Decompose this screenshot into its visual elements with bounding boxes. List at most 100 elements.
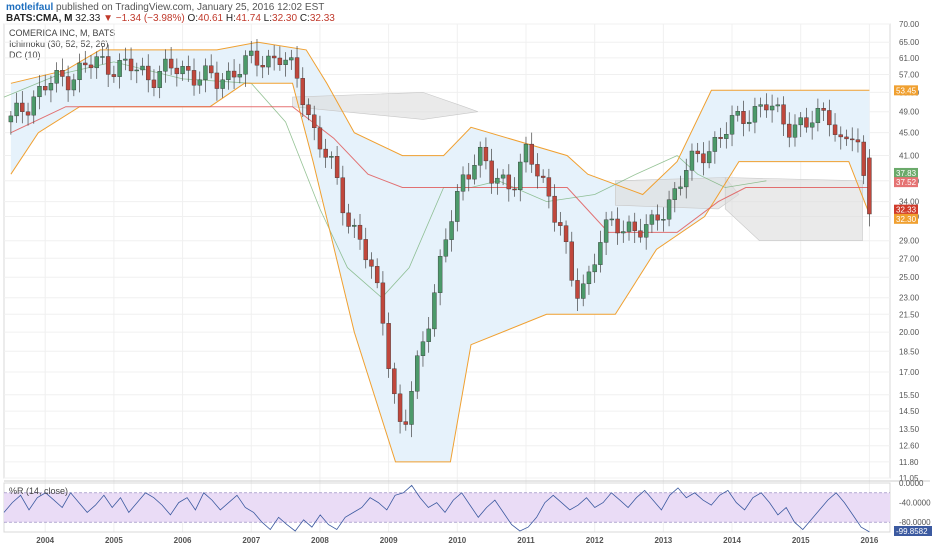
candle-body <box>512 188 517 191</box>
candle-body <box>552 195 557 223</box>
candle-body <box>804 117 809 128</box>
candle-body <box>815 107 821 124</box>
quote-line: BATS:CMA, M 32.33 ▼ −1.34 (−3.98%) O:40.… <box>6 13 335 25</box>
candle-body <box>231 70 237 78</box>
candle-body <box>643 224 649 238</box>
time-axis: 2004 2005 2006 2007 2008 2009 2010 2011 2012 2013… <box>36 536 879 545</box>
price-badge <box>894 85 918 96</box>
candle-body <box>403 421 408 425</box>
time-tick-label: 2005 <box>105 536 123 545</box>
candle-body <box>523 143 529 163</box>
candle-body <box>546 177 552 197</box>
candle-body <box>380 282 386 324</box>
price-tick-label: 45.00 <box>899 129 920 138</box>
candle-body <box>146 65 151 81</box>
candle-body <box>323 148 328 158</box>
candle-body <box>437 256 443 293</box>
candle-body <box>518 161 523 191</box>
candle-body <box>260 65 265 68</box>
time-tick-label: 2008 <box>311 536 329 545</box>
candle-body <box>14 102 19 117</box>
change-value: ▼ −1.34 (−3.98%) <box>103 13 185 24</box>
kijun-line <box>10 106 870 233</box>
last-price: 32.33 <box>75 13 101 24</box>
candle-body <box>254 50 260 66</box>
price-tick-label: 21.50 <box>899 310 920 319</box>
candle-body <box>329 156 334 158</box>
candle-body <box>672 188 677 200</box>
candle-body <box>71 79 77 91</box>
candle-body <box>157 71 162 88</box>
candle-body <box>392 368 397 395</box>
candle-body <box>735 111 740 116</box>
high-label: H: <box>225 13 236 24</box>
candle-body <box>174 67 180 75</box>
candle-body <box>277 57 283 65</box>
candle-body <box>500 174 506 179</box>
wpr-line <box>3 484 870 533</box>
author-link[interactable]: motleifaul <box>6 2 54 13</box>
candle-body <box>334 156 340 178</box>
candle-body <box>340 177 346 214</box>
candle-body <box>123 58 128 61</box>
ichimoku-cloud-segment <box>724 177 863 241</box>
legend-ichimoku[interactable]: Ichimoku (30, 52, 52, 26) <box>9 39 109 49</box>
candle-body <box>111 74 117 77</box>
candle-body <box>781 104 786 125</box>
low-value: 32.30 <box>272 13 298 24</box>
candle-body <box>483 146 489 162</box>
time-tick-label: 2014 <box>723 536 741 545</box>
time-tick-label: 2011 <box>517 536 535 545</box>
price-tick-label: 27.00 <box>899 254 920 263</box>
candle-body <box>369 259 374 267</box>
time-tick-label: 2007 <box>242 536 260 545</box>
candle-body <box>163 58 168 72</box>
candle-body <box>203 65 208 81</box>
candle-body <box>449 221 454 240</box>
candle-body <box>208 65 214 74</box>
candle-body <box>855 139 861 143</box>
candle-body <box>100 56 105 58</box>
price-tick-label: 12.60 <box>899 442 920 451</box>
price-tick-label: 25.00 <box>899 273 920 282</box>
time-tick-label: 2015 <box>792 536 810 545</box>
donchian-upper-line <box>10 41 870 196</box>
legend-dc[interactable]: DC (10) <box>9 50 41 60</box>
candle-body <box>712 137 718 152</box>
candle-body <box>495 177 500 184</box>
candle-body <box>769 105 775 111</box>
price-tick-label: 65.00 <box>899 38 920 47</box>
candle-body <box>83 62 88 66</box>
candle-body <box>838 134 843 138</box>
candle-body <box>374 266 380 284</box>
price-tick-label: 61.00 <box>899 54 920 63</box>
open-value: 40.61 <box>198 13 224 24</box>
candle-body <box>655 214 660 221</box>
price-tick-label: 29.00 <box>899 237 920 246</box>
candle-body <box>775 104 781 107</box>
candle-body <box>432 292 437 330</box>
ichimoku-cloud-segment <box>614 177 740 210</box>
candle-body <box>283 59 288 65</box>
candle-body <box>306 104 311 116</box>
candle-body <box>65 76 71 91</box>
candle-body <box>741 111 746 124</box>
candle-body <box>128 58 134 72</box>
candle-body <box>226 70 231 81</box>
candle-body <box>861 141 866 176</box>
time-tick-label: 2013 <box>654 536 672 545</box>
candle-body <box>455 191 460 222</box>
candle-body <box>472 165 477 180</box>
candle-body <box>558 222 563 226</box>
candle-body <box>581 283 586 299</box>
candle-body <box>540 175 546 178</box>
candle-body <box>197 79 202 86</box>
candle-body <box>809 122 815 128</box>
candle-body <box>60 70 65 77</box>
candle-body <box>312 114 317 128</box>
candle-body <box>426 328 431 342</box>
candle-body <box>477 146 483 166</box>
candle-body <box>48 83 54 91</box>
